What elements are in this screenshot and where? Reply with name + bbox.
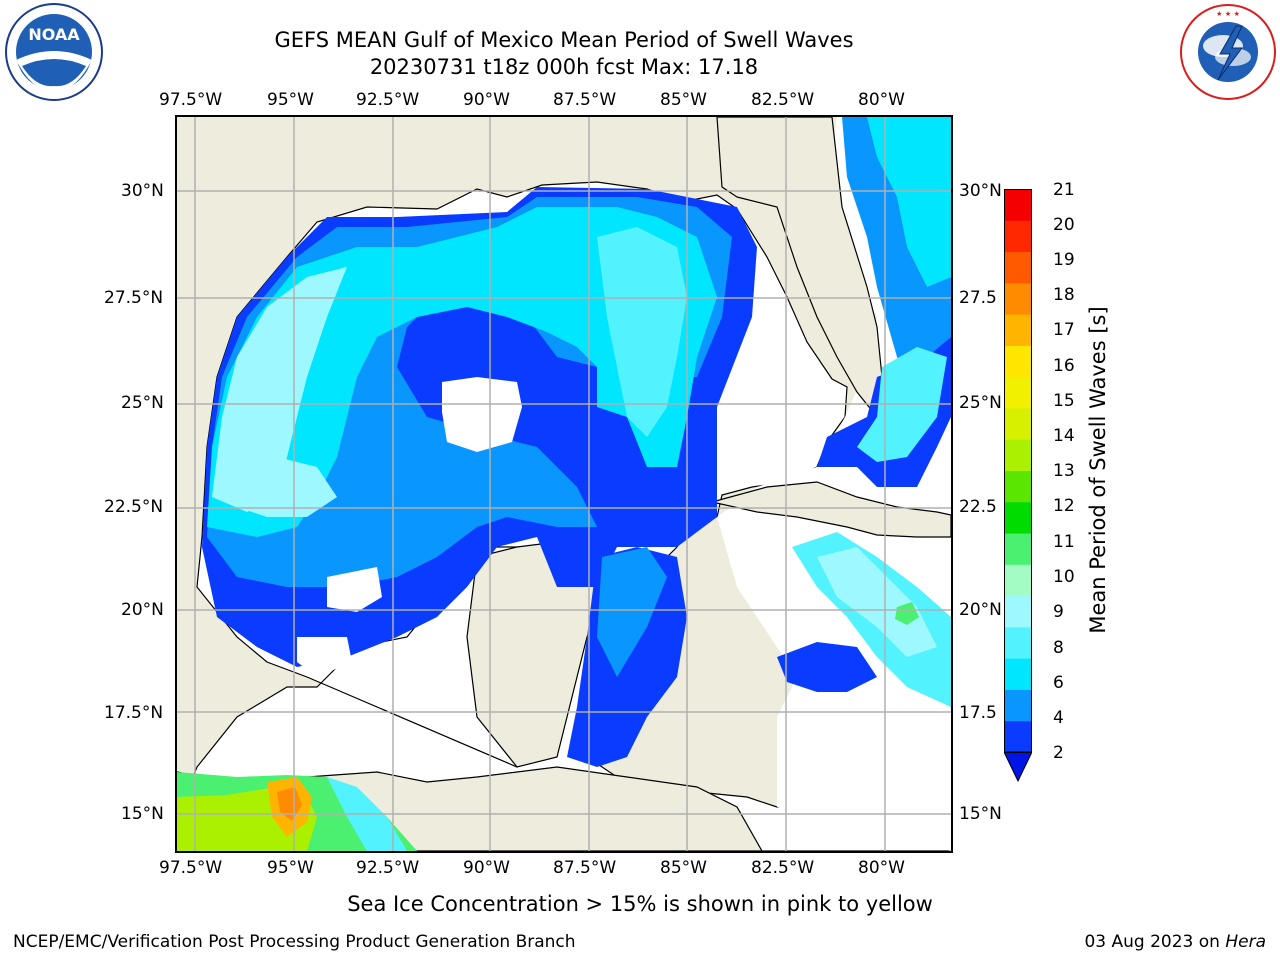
footer-credit: NCEP/EMC/Verification Post Processing Pr… xyxy=(13,932,576,952)
colorbar-label: Mean Period of Swell Waves [s] xyxy=(1086,306,1110,634)
colorbar-band xyxy=(1004,626,1032,659)
colorbar-band xyxy=(1004,564,1032,597)
colorbar-scale xyxy=(1003,189,1033,783)
lon-label-top: 87.5°W xyxy=(553,90,617,110)
chart-subtitle: 20230731 t18z 000h fcst Max: 17.18 xyxy=(369,55,759,79)
lat-label-right: 30°N xyxy=(959,181,1002,201)
colorbar-band xyxy=(1004,407,1032,440)
colorbar-tick: 17 xyxy=(1053,320,1075,340)
colorbar-band xyxy=(1004,720,1032,753)
footer-date: 03 Aug 2023 on Hera xyxy=(1084,932,1266,952)
lon-label-bottom: 97.5°W xyxy=(159,858,223,878)
colorbar-band xyxy=(1004,345,1032,378)
lon-label-top: 82.5°W xyxy=(751,90,815,110)
colorbar-tick: 15 xyxy=(1053,391,1075,411)
lon-label-bottom: 85°W xyxy=(660,858,707,878)
lat-label-left: 25°N xyxy=(121,393,164,413)
lon-label-bottom: 82.5°W xyxy=(751,858,815,878)
colorbar-tick: 16 xyxy=(1053,356,1075,376)
svg-text:★ ★ ★: ★ ★ ★ xyxy=(1216,10,1240,18)
lon-label-top: 97.5°W xyxy=(159,90,223,110)
colorbar-band xyxy=(1004,658,1032,690)
lon-label-top: 85°W xyxy=(660,90,707,110)
colorbar-tick: 8 xyxy=(1053,638,1064,658)
lat-label-left: 22.5°N xyxy=(104,497,164,517)
lat-label-right: 27.5 xyxy=(959,288,997,308)
colorbar-extend-arrow xyxy=(1003,751,1033,783)
lat-label-left: 17.5°N xyxy=(104,703,164,723)
colorbar-band xyxy=(1004,376,1032,409)
colorbar-tick: 4 xyxy=(1053,708,1064,728)
footer-host: Hera xyxy=(1225,932,1266,952)
lat-label-left: 30°N xyxy=(121,181,164,201)
colorbar-frame xyxy=(1004,189,1032,753)
colorbar-band xyxy=(1004,220,1032,253)
lat-label-right: 20°N xyxy=(959,600,1002,620)
colorbar-tick: 12 xyxy=(1053,496,1075,516)
colorbar-tick: 20 xyxy=(1053,215,1075,235)
colorbar-band xyxy=(1004,251,1032,284)
colorbar-band xyxy=(1004,533,1032,565)
colorbar-tick: 9 xyxy=(1053,602,1064,622)
lat-label-left: 15°N xyxy=(121,804,164,824)
colorbar-tick: 6 xyxy=(1053,673,1064,693)
nws-logo: ★ ★ ★ xyxy=(1178,2,1278,102)
lon-label-top: 80°W xyxy=(858,90,905,110)
lon-label-bottom: 80°W xyxy=(858,858,905,878)
sea-ice-note-text: Sea Ice Concentration > 15% is shown in … xyxy=(347,892,933,916)
lon-label-top: 92.5°W xyxy=(356,90,420,110)
colorbar-tick: 21 xyxy=(1053,180,1075,200)
noaa-logo-text: NOAA xyxy=(28,25,80,44)
map-frame xyxy=(175,115,953,853)
lon-label-top: 90°W xyxy=(463,90,510,110)
lat-label-right: 15°N xyxy=(959,804,1002,824)
footer-date-text: 03 Aug 2023 on xyxy=(1084,932,1226,952)
colorbar-band xyxy=(1004,314,1032,346)
sea-ice-note: Sea Ice Concentration > 15% is shown in … xyxy=(0,892,1280,916)
colorbar-tick: 19 xyxy=(1053,250,1075,270)
colorbar-band xyxy=(1004,689,1032,722)
chart-title: GEFS MEAN Gulf of Mexico Mean Period of … xyxy=(274,28,854,52)
colorbar-tick: 14 xyxy=(1053,426,1075,446)
colorbar-tick: 13 xyxy=(1053,461,1075,481)
lat-label-right: 25°N xyxy=(959,393,1002,413)
colorbar-band xyxy=(1004,470,1032,503)
lat-label-right: 17.5 xyxy=(959,703,997,723)
lon-label-bottom: 90°W xyxy=(463,858,510,878)
colorbar-band xyxy=(1004,595,1032,628)
lat-label-left: 27.5°N xyxy=(104,288,164,308)
colorbar-tick: 18 xyxy=(1053,285,1075,305)
colorbar-tick: 2 xyxy=(1053,743,1064,763)
colorbar-band xyxy=(1004,282,1032,315)
noaa-logo: NOAA xyxy=(4,2,104,102)
colorbar-band xyxy=(1004,189,1032,221)
lon-label-bottom: 95°W xyxy=(267,858,314,878)
lon-label-bottom: 92.5°W xyxy=(356,858,420,878)
colorbar xyxy=(1003,189,1033,783)
colorbar-band xyxy=(1004,501,1032,534)
lon-label-bottom: 87.5°W xyxy=(553,858,617,878)
colorbar-tick: 11 xyxy=(1053,532,1075,552)
colorbar-tick: 10 xyxy=(1053,567,1075,587)
graticule xyxy=(177,117,951,851)
cuba-land xyxy=(711,481,951,538)
swell-period-map xyxy=(177,117,951,851)
lat-label-left: 20°N xyxy=(121,600,164,620)
colorbar-band xyxy=(1004,439,1032,471)
lon-label-top: 95°W xyxy=(267,90,314,110)
lat-label-right: 22.5 xyxy=(959,497,997,517)
